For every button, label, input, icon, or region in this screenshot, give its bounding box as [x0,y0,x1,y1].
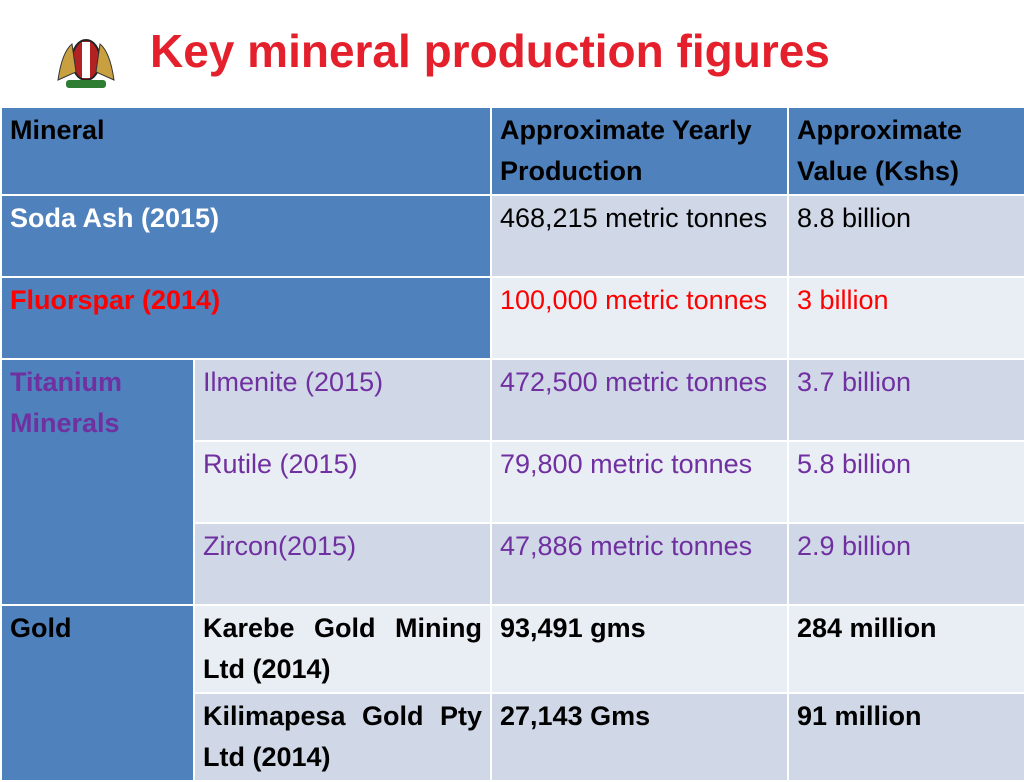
row: Soda Ash (2015) 468,215 metric tonnes 8.… [0,194,1024,278]
row: Fluorspar (2014) 100,000 metric tonnes 3… [0,276,1024,360]
cell: 472,500 metric tonnes [490,358,789,442]
header-cell: Approximate Yearly Production [490,106,789,196]
slide-title: Key mineral production figures [150,25,830,77]
cell: 468,215 metric tonnes [490,194,789,278]
cell: 100,000 metric tonnes [490,276,789,360]
cell: Fluorspar (2014) [0,276,492,360]
cell: Soda Ash (2015) [0,194,492,278]
cell: 27,143 Gms [490,692,789,782]
cell: 8.8 billion [787,194,1024,278]
cell: Rutile (2015) [193,440,492,524]
row: Zircon(2015) 47,886 metric tonnes 2.9 bi… [1,522,1024,606]
cell: 3 billion [787,276,1024,360]
row: Kilimapesa Gold Pty Ltd (2014) 27,143 Gm… [1,692,1024,782]
cell: Karebe Gold Mining Ltd (2014) [193,604,492,694]
cell: 47,886 metric tonnes [490,522,789,606]
cell: Ilmenite (2015) [193,358,492,442]
mineral-table: Mineral Approximate Yearly Production Ap… [0,106,1024,782]
cell: 3.7 billion [787,358,1024,442]
cell: 93,491 gms [490,604,789,694]
cell: Titanium Minerals [0,358,195,606]
row: Rutile (2015) 79,800 metric tonnes 5.8 b… [1,440,1024,524]
row: Gold Karebe Gold Mining Ltd (2014) 93,49… [0,604,1024,782]
cell: 5.8 billion [787,440,1024,524]
header-row: Mineral Approximate Yearly Production Ap… [0,106,1024,196]
cell: Kilimapesa Gold Pty Ltd (2014) [193,692,492,782]
coat-of-arms [57,39,115,88]
header-cell: Mineral [0,106,492,196]
header-cell: Approximate Value (Kshs) [787,106,1024,196]
cell: 2.9 billion [787,522,1024,606]
cell: 79,800 metric tonnes [490,440,789,524]
row: Titanium Minerals Ilmenite (2015) 472,50… [0,358,1024,606]
cell: 91 million [787,692,1024,782]
cell: 284 million [787,604,1024,694]
cell: Zircon(2015) [193,522,492,606]
cell: Gold [0,604,195,782]
